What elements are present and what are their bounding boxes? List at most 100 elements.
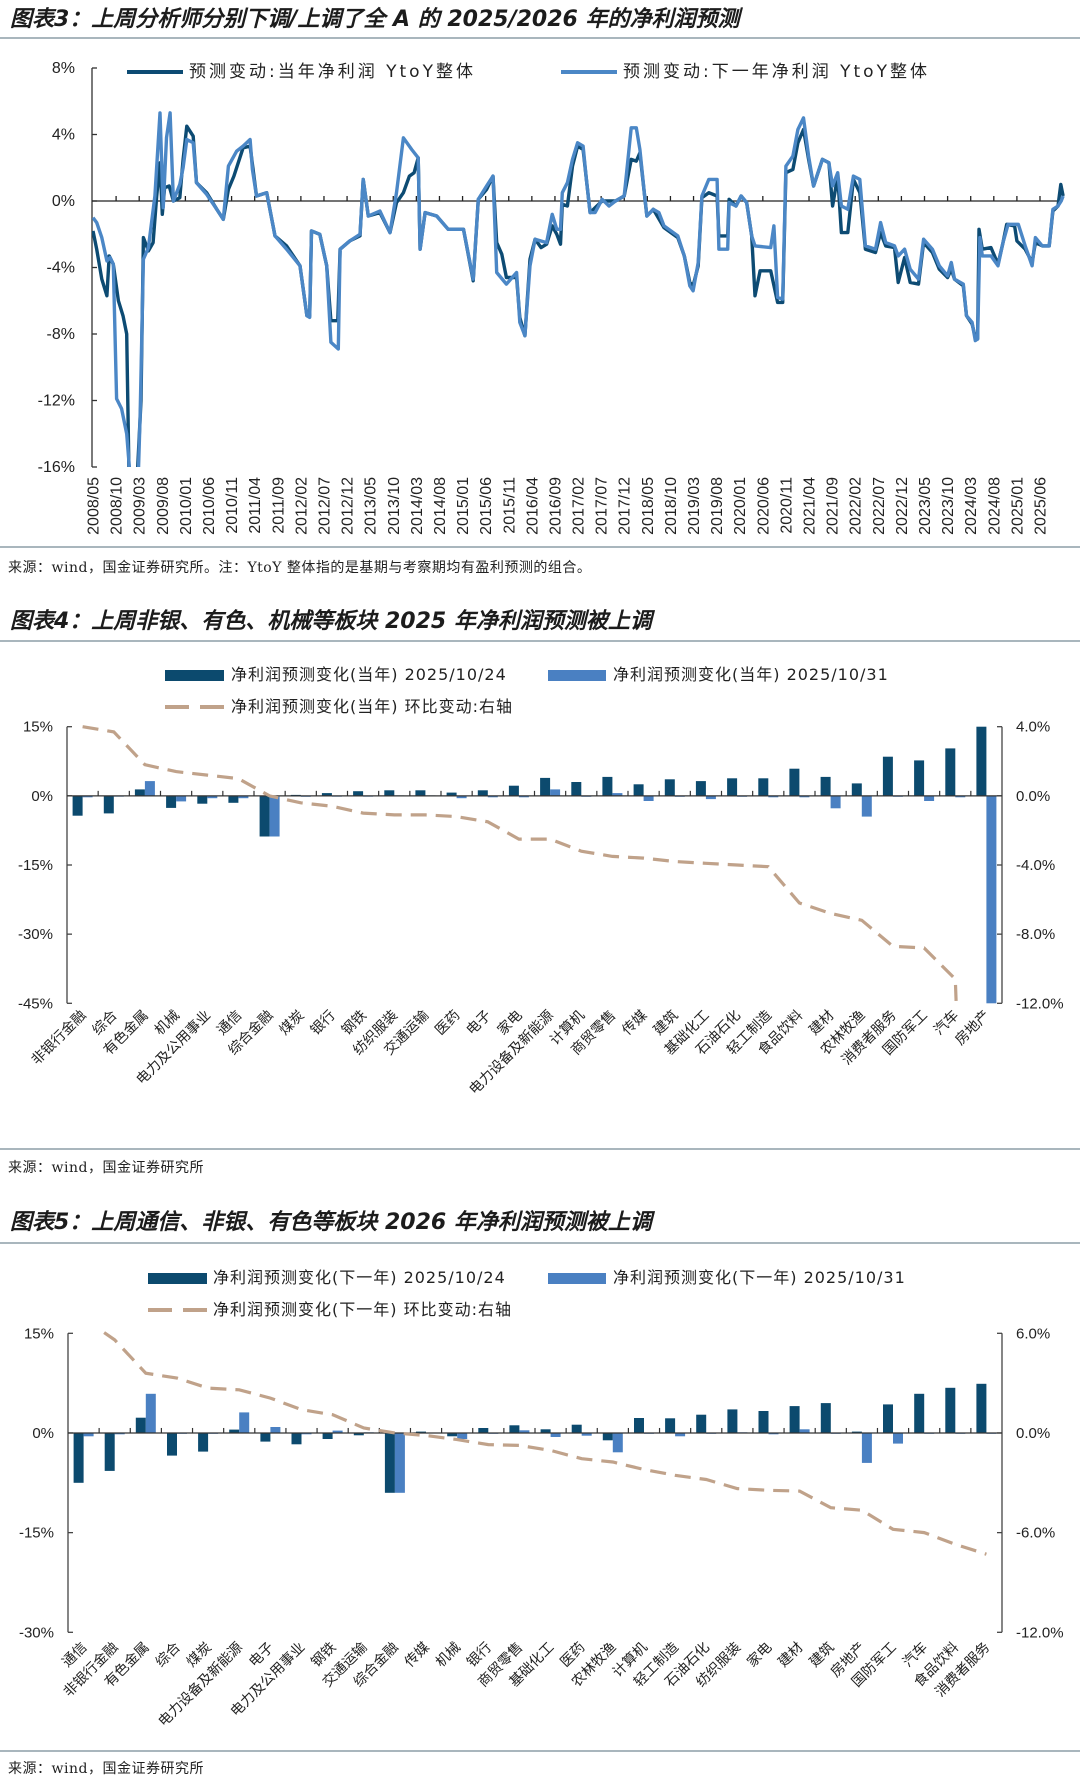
left-y-axis: 15% 0% -15% -30% xyxy=(19,1325,73,1641)
bar-2025-10-24 xyxy=(416,1431,426,1433)
bar-2025-10-24 xyxy=(447,1433,458,1437)
bar-2025-10-24 xyxy=(166,795,177,808)
figure-3-title-divider xyxy=(0,37,1080,39)
figure-3-bottom-divider xyxy=(0,546,1080,548)
bar-2025-10-31 xyxy=(612,1433,623,1453)
figure-3-source-note: 来源：wind，国金证券研究所。注：YtoY 整体指的是基期与考察期均有盈利预测… xyxy=(8,560,592,576)
bar-2025-10-31 xyxy=(550,1433,561,1437)
category-label: 机械 xyxy=(433,1640,464,1671)
bar-2025-10-31 xyxy=(394,1433,405,1493)
bar-2025-10-24 xyxy=(883,1404,893,1433)
bar-2025-10-24 xyxy=(664,779,675,796)
bar-2025-10-24 xyxy=(820,1403,831,1433)
x-tick-label: 2015/06 xyxy=(478,477,495,535)
bar-2025-10-24 xyxy=(665,1418,676,1433)
bar-2025-10-24 xyxy=(259,795,270,837)
category-label: 非银行金融 xyxy=(29,1008,90,1069)
left-tick-label: 15% xyxy=(24,1325,54,1342)
bar-2025-10-31 xyxy=(675,1433,686,1437)
bar-2025-10-24 xyxy=(321,793,332,796)
y-tick-label: 4% xyxy=(52,127,75,144)
bar-2025-10-31 xyxy=(239,1412,250,1433)
left-tick-label: 0% xyxy=(31,788,53,805)
legend-swatch-2025-10-24 xyxy=(148,1273,207,1284)
series-line-next-year xyxy=(92,111,1065,467)
category-label: 医药 xyxy=(432,1008,463,1039)
bar-2025-10-24 xyxy=(72,795,83,816)
bar-2025-10-31 xyxy=(924,795,935,801)
bars xyxy=(72,726,997,1004)
bar-2025-10-31 xyxy=(487,795,498,798)
figure-5-title-divider xyxy=(0,1242,1080,1244)
bar-2025-10-24 xyxy=(602,776,613,796)
bar-2025-10-24 xyxy=(446,792,457,796)
x-tick-label: 2021/09 xyxy=(825,477,842,535)
bar-2025-10-24 xyxy=(758,1411,769,1433)
figure-4-bar-chart: 15% 0% -15% -30% -45% 4.0% 0.0% -4.0% -8.0% -12.0… xyxy=(18,719,1064,1098)
bar-2025-10-24 xyxy=(851,783,862,796)
bar-2025-10-24 xyxy=(571,1424,582,1433)
bar-2025-10-24 xyxy=(353,791,364,796)
left-tick-label: -15% xyxy=(18,857,53,874)
bar-2025-10-24 xyxy=(633,784,644,796)
figure-4-title-divider xyxy=(0,640,1080,642)
x-tick-label: 2024/03 xyxy=(963,477,980,535)
bar-2025-10-31 xyxy=(207,795,218,799)
category-label: 综合 xyxy=(153,1640,184,1671)
right-tick-label: -6.0% xyxy=(1016,1525,1055,1542)
bar-2025-10-24 xyxy=(976,726,987,796)
y-tick-label: -16% xyxy=(38,459,75,476)
bar-2025-10-24 xyxy=(820,776,831,796)
category-label: 传媒 xyxy=(402,1640,433,1671)
bar-2025-10-31 xyxy=(830,795,841,809)
bar-2025-10-24 xyxy=(260,1433,271,1442)
bar-2025-10-24 xyxy=(384,1433,395,1493)
legend-label-next-year: 预测变动:下一年净利润 YtoY整体 xyxy=(623,62,930,82)
figure-4-bottom-divider xyxy=(0,1148,1080,1150)
legend-swatch-dashed-change xyxy=(183,1308,207,1312)
bar-2025-10-24 xyxy=(727,778,738,796)
bar-2025-10-24 xyxy=(384,790,395,796)
x-tick-label: 2020/11 xyxy=(778,477,795,534)
bar-2025-10-31 xyxy=(612,793,623,796)
legend-swatch-current-year xyxy=(127,70,183,74)
bar-2025-10-24 xyxy=(103,795,114,814)
x-tick-label: 2022/02 xyxy=(848,477,865,535)
bar-2025-10-24 xyxy=(508,785,519,796)
x-tick-label: 2012/02 xyxy=(293,477,310,535)
figure-5-title: 图表5：上周通信、非银、有色等板块 2026 年净利润预测被上调 xyxy=(10,1210,652,1235)
bar-2025-10-31 xyxy=(861,795,872,817)
bar-2025-10-31 xyxy=(270,1427,281,1433)
x-tick-label: 2022/07 xyxy=(871,477,888,535)
bar-2025-10-31 xyxy=(114,1433,125,1435)
bar-2025-10-24 xyxy=(135,1417,146,1433)
x-tick-label: 2023/10 xyxy=(940,477,957,535)
right-tick-label: 6.0% xyxy=(1016,1325,1050,1342)
bar-2025-10-24 xyxy=(477,790,488,796)
y-tick-label: -12% xyxy=(38,393,75,410)
dashed-change-line xyxy=(99,1331,987,1556)
bar-2025-10-24 xyxy=(758,778,769,796)
left-tick-label: 15% xyxy=(23,719,53,736)
bar-2025-10-24 xyxy=(914,1393,925,1433)
x-tick-label: 2019/03 xyxy=(686,477,703,535)
x-tick-label: 2017/02 xyxy=(571,477,588,535)
legend-label-current-year: 预测变动:当年净利润 YtoY整体 xyxy=(189,62,476,82)
bar-2025-10-24 xyxy=(696,1414,707,1433)
bar-2025-10-24 xyxy=(291,1433,302,1445)
bar-2025-10-24 xyxy=(478,1428,489,1433)
bar-2025-10-24 xyxy=(198,1433,209,1452)
legend-label-dashed-change: 净利润预测变化(当年) 环比变动:右轴 xyxy=(231,697,513,716)
bar-2025-10-31 xyxy=(643,795,654,801)
y-tick-label: -8% xyxy=(47,326,75,343)
bar-2025-10-24 xyxy=(695,781,706,796)
category-label: 煤炭 xyxy=(277,1008,308,1039)
x-tick-label: 2009/03 xyxy=(132,477,149,535)
y-tick-label: 0% xyxy=(52,193,75,210)
x-tick-label: 2011/09 xyxy=(270,477,287,534)
bar-2025-10-24 xyxy=(945,748,956,796)
x-tick-label: 2018/05 xyxy=(640,477,657,535)
bar-2025-10-24 xyxy=(134,789,145,796)
